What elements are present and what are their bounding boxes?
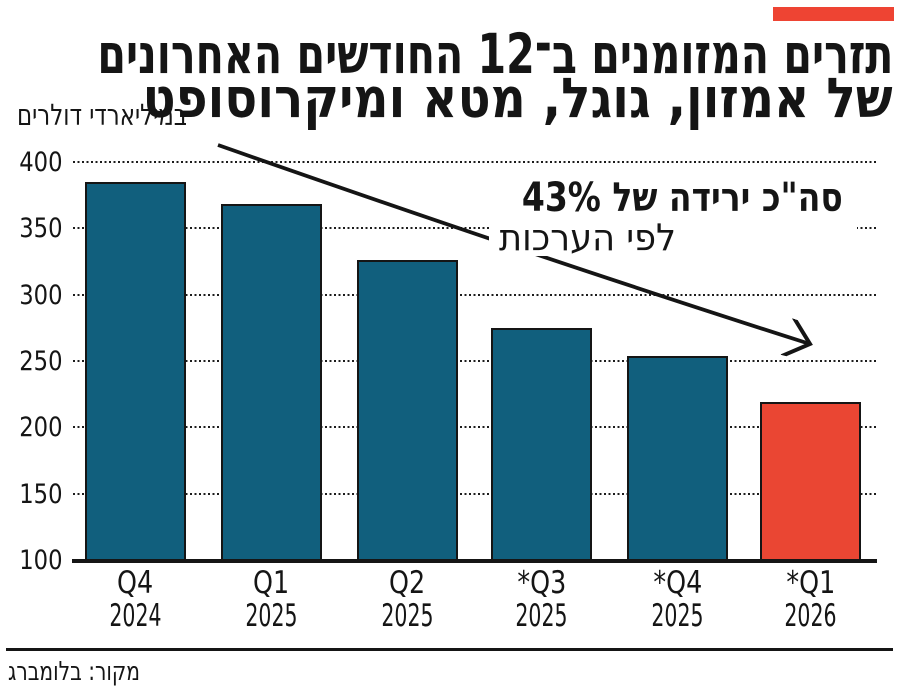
gridline-200 [73, 426, 877, 429]
x-axis-line [72, 559, 877, 563]
y-tick-label-250: 250 [19, 346, 63, 377]
bar-Q2-2025 [357, 260, 458, 563]
chart-title-line2: של אמזון, גוגל, מטא ומיקרוסופט [143, 66, 893, 130]
y-tick-label-200: 200 [19, 412, 63, 444]
annotation-subtext: לפי הערכות [499, 216, 676, 259]
source-label: מקור: בלומברג [8, 657, 140, 687]
y-tick-label-150: 150 [19, 478, 63, 510]
bar-*Q1-2026 [760, 402, 861, 563]
y-tick-label-400: 400 [19, 147, 63, 178]
x-tick-label-5: *Q1 2026 [784, 565, 837, 634]
gridline-300 [73, 293, 877, 296]
footer-separator [6, 648, 893, 651]
annotation-halo [489, 176, 857, 256]
bar-*Q3-2025 [491, 327, 592, 563]
gridline-250 [73, 360, 877, 362]
x-tick-label-2: Q2 2025 [381, 565, 434, 634]
chart-title-line1: תזרים המזומנים ב־12 החודשים האחרונים [97, 22, 893, 86]
x-tick-label-4: *Q4 2025 [651, 565, 704, 634]
gridline-150 [73, 492, 877, 495]
axis-unit-label: במיליארדי דולרים [17, 98, 187, 132]
y-tick-label-300: 300 [19, 279, 63, 311]
x-tick-label-1: Q1 2025 [245, 565, 298, 634]
chart-title: תזרים המזומנים ב־12 החודשים האחרונים של … [0, 22, 893, 130]
gridline-400 [73, 161, 877, 163]
brand-flag [773, 7, 894, 21]
bar-*Q4-2025 [627, 355, 728, 563]
y-tick-label-100: 100 [19, 545, 63, 576]
x-tick-label-0: Q4 2024 [109, 565, 162, 634]
gridline-350 [73, 227, 877, 230]
bar-Q4-2024 [85, 181, 186, 563]
y-tick-label-350: 350 [19, 213, 63, 245]
annotation-headline: סה"כ ירידה של 43% [522, 175, 843, 221]
x-tick-label-3: *Q3 2025 [515, 565, 568, 634]
